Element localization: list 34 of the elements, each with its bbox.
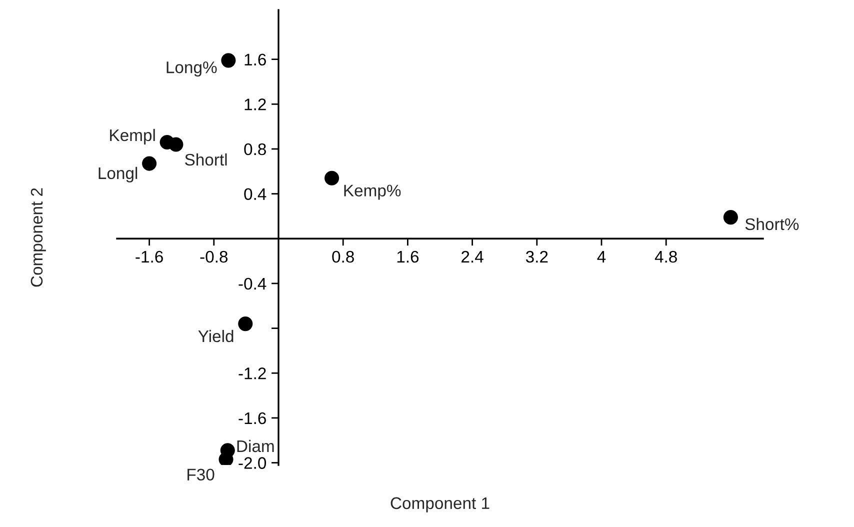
point: [142, 156, 157, 171]
x-tick-label: 4: [597, 251, 606, 263]
y-tick-label: 1.2: [244, 98, 266, 110]
annotation: Diam: [237, 440, 274, 452]
annotation: Long%: [166, 62, 217, 77]
annotation: F30: [188, 468, 214, 481]
x-tick-label: 1.6: [397, 250, 419, 263]
annotation: Kempl: [110, 128, 155, 144]
annotation: Kemp%: [344, 184, 401, 200]
point: [723, 210, 738, 225]
point: [221, 53, 236, 68]
point: [218, 452, 234, 465]
x-axis-title: Component 1: [390, 497, 490, 512]
x-tick-label: 4.8: [654, 250, 677, 263]
y-tick-label: 1.6: [244, 54, 266, 66]
x-tick-label: -0.8: [200, 250, 228, 263]
y-tick-label: -1.2: [238, 368, 266, 380]
y-tick-label: 0.8: [244, 143, 266, 156]
y-tick-label: -1.6: [238, 412, 266, 424]
y-axis-title: Component 2: [30, 188, 46, 287]
annotation: Shortl: [185, 153, 227, 166]
y-tick-label: -0.4: [238, 278, 266, 290]
x-tick-label: 0.8: [332, 250, 354, 263]
annotation: Yield: [198, 330, 234, 342]
point: [324, 170, 340, 186]
point: [238, 316, 253, 332]
point: [168, 137, 184, 152]
annotation: Short%: [745, 218, 799, 230]
y-tick-label: 0.4: [244, 188, 266, 200]
x-tick-label: -1.6: [136, 250, 163, 263]
x-tick-label: 3.2: [526, 250, 548, 263]
annotation: Longl: [98, 166, 138, 182]
y-tick-label: -2.0: [238, 457, 266, 469]
x-tick-label: 2.4: [462, 250, 484, 263]
